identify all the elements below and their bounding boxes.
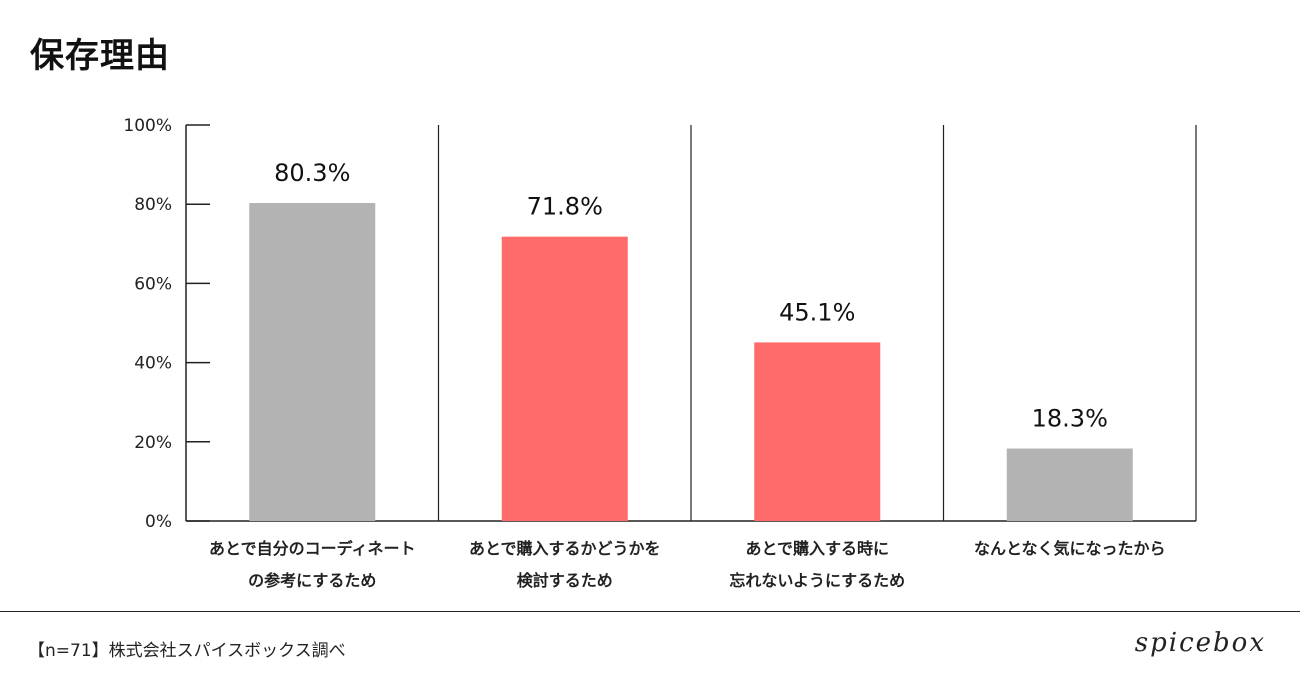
y-tick-label: 0%: [145, 512, 172, 532]
data-label: 80.3%: [274, 159, 350, 187]
data-label: 71.8%: [527, 193, 603, 221]
x-category-label: あとで購入する時に: [745, 539, 889, 558]
x-category-label: 忘れないようにするため: [729, 571, 905, 590]
y-tick-label: 80%: [134, 195, 172, 215]
x-category-label: 検討するため: [517, 571, 613, 590]
bar: [249, 203, 376, 521]
y-tick-label: 60%: [134, 274, 172, 294]
survey-footnote: 【n=71】株式会社スパイスボックス調べ: [28, 641, 346, 661]
y-tick-label: 20%: [134, 433, 172, 453]
x-category-label: あとで購入するかどうかを: [469, 539, 661, 558]
data-label: 18.3%: [1032, 405, 1108, 433]
x-category-label: なんとなく気になったから: [974, 539, 1166, 558]
bar: [501, 236, 628, 521]
y-tick-label: 40%: [134, 354, 172, 374]
data-label: 45.1%: [779, 298, 855, 326]
x-category-label: あとで自分のコーディネート: [209, 539, 415, 558]
bar-chart: 0% 20% 40% 60% 80% 100% 80.3% あとで自分のコーディネートの参考に…: [123, 116, 1197, 590]
bar: [754, 342, 881, 521]
y-tick-label: 100%: [123, 116, 172, 136]
page-title: 保存理由: [30, 36, 170, 76]
bar: [1006, 448, 1133, 521]
footer-divider: [0, 611, 1300, 612]
brand-logo: spicebox: [1134, 628, 1266, 658]
x-category-label: の参考にするため: [248, 571, 376, 590]
